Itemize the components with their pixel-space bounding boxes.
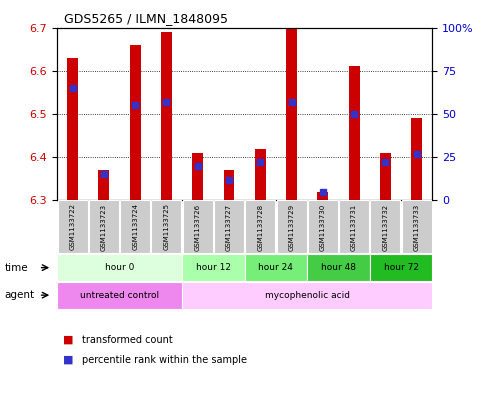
Bar — [411, 118, 422, 200]
Text: GSM1133722: GSM1133722 — [70, 204, 76, 250]
Bar — [245, 254, 307, 281]
Text: hour 48: hour 48 — [321, 263, 356, 272]
Bar — [89, 200, 119, 253]
Bar — [67, 58, 78, 200]
Text: ■: ■ — [63, 335, 73, 345]
Bar — [307, 254, 370, 281]
Bar — [380, 153, 391, 200]
Bar — [57, 200, 87, 253]
Text: agent: agent — [5, 290, 35, 300]
Bar — [286, 28, 297, 200]
Text: GDS5265 / ILMN_1848095: GDS5265 / ILMN_1848095 — [65, 12, 228, 25]
Text: GSM1133726: GSM1133726 — [195, 204, 201, 250]
Text: GSM1133729: GSM1133729 — [288, 204, 295, 250]
Bar — [349, 66, 359, 200]
Text: hour 0: hour 0 — [105, 263, 134, 272]
Text: GSM1133728: GSM1133728 — [257, 204, 263, 250]
Text: GSM1133723: GSM1133723 — [101, 204, 107, 250]
Bar — [255, 149, 266, 200]
Text: ■: ■ — [63, 354, 73, 365]
Text: GSM1133724: GSM1133724 — [132, 204, 138, 250]
Text: hour 24: hour 24 — [258, 263, 293, 272]
Bar — [308, 200, 338, 253]
Bar — [339, 200, 369, 253]
Bar — [214, 200, 244, 253]
Text: GSM1133727: GSM1133727 — [226, 204, 232, 250]
Bar — [57, 254, 182, 281]
Bar — [152, 200, 182, 253]
Bar — [130, 45, 141, 200]
Text: time: time — [5, 263, 28, 273]
Text: GSM1133725: GSM1133725 — [163, 204, 170, 250]
Text: GSM1133732: GSM1133732 — [383, 204, 388, 250]
Text: GSM1133731: GSM1133731 — [351, 203, 357, 251]
Text: mycophenolic acid: mycophenolic acid — [265, 291, 350, 299]
Bar — [120, 200, 150, 253]
Bar — [245, 200, 275, 253]
Text: percentile rank within the sample: percentile rank within the sample — [82, 354, 247, 365]
Bar — [402, 200, 432, 253]
Text: GSM1133733: GSM1133733 — [413, 203, 420, 251]
Text: hour 12: hour 12 — [196, 263, 231, 272]
Text: GSM1133730: GSM1133730 — [320, 203, 326, 251]
Bar — [182, 282, 432, 309]
Bar — [192, 153, 203, 200]
Bar — [182, 254, 245, 281]
Bar — [277, 200, 307, 253]
Bar — [370, 254, 432, 281]
Text: transformed count: transformed count — [82, 335, 173, 345]
Text: untreated control: untreated control — [80, 291, 159, 299]
Bar — [370, 200, 400, 253]
Bar — [224, 170, 234, 200]
Bar — [99, 170, 109, 200]
Bar — [317, 192, 328, 200]
Bar — [183, 200, 213, 253]
Text: hour 72: hour 72 — [384, 263, 418, 272]
Bar — [57, 282, 182, 309]
Bar — [161, 32, 172, 200]
